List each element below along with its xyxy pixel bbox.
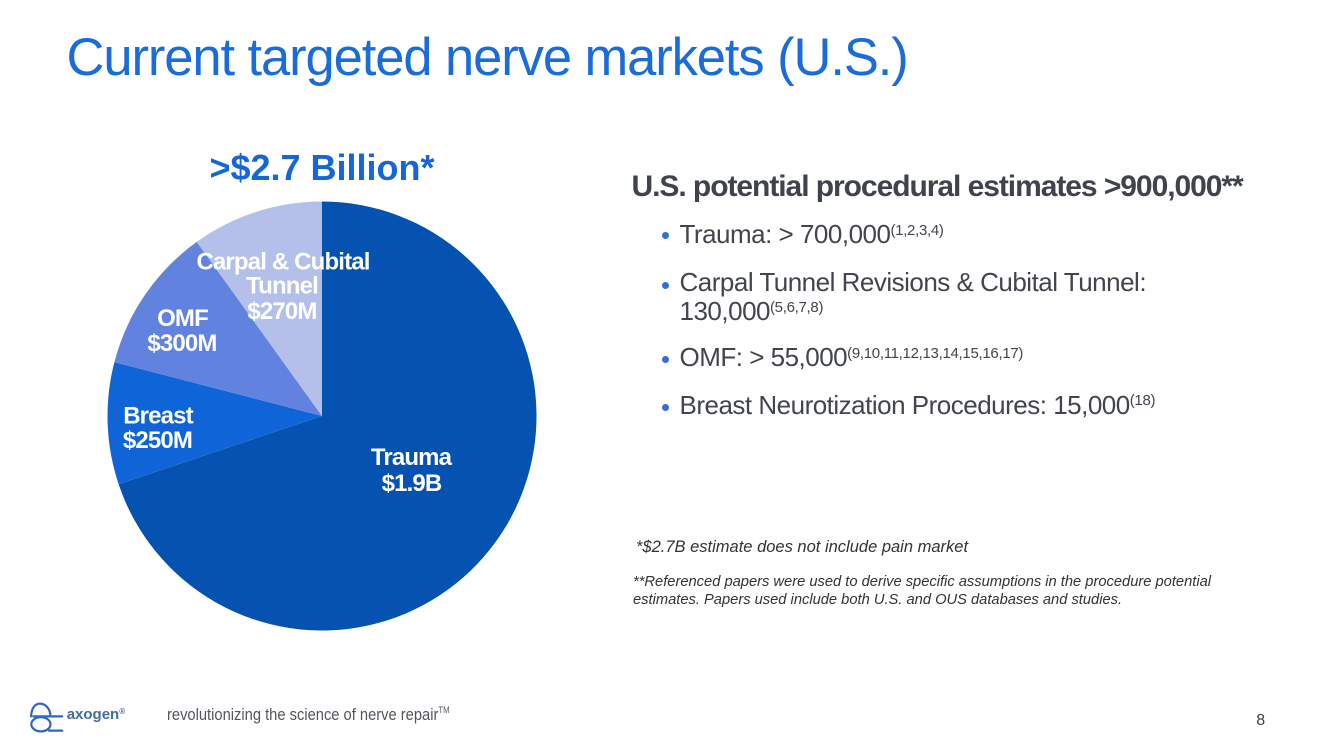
svg-text:Trauma: Trauma bbox=[371, 444, 453, 471]
svg-text:$270M: $270M bbox=[247, 298, 316, 325]
svg-text:$1.9B: $1.9B bbox=[382, 470, 442, 497]
svg-text:Breast: Breast bbox=[123, 403, 193, 430]
svg-text:$250M: $250M bbox=[123, 427, 192, 454]
svg-text:$300M: $300M bbox=[147, 330, 216, 357]
svg-text:Carpal & Cubital: Carpal & Cubital bbox=[196, 248, 369, 275]
svg-text:OMF: OMF bbox=[157, 305, 208, 332]
svg-text:Tunnel: Tunnel bbox=[246, 273, 318, 300]
